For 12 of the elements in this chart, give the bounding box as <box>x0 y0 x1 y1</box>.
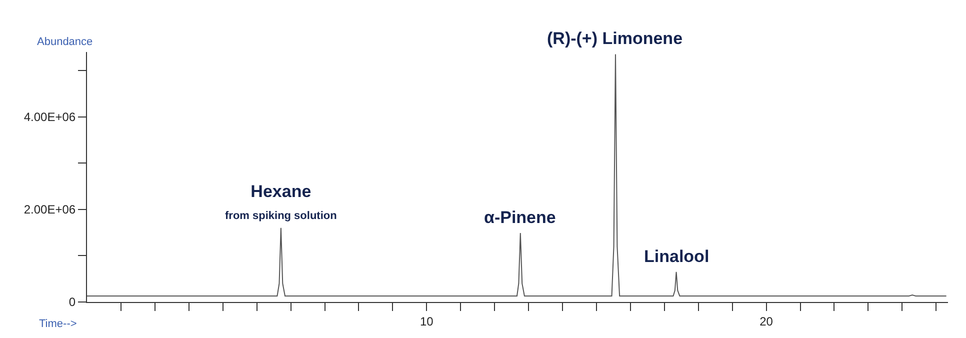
y-tick-label: 4.00E+06 <box>24 110 76 124</box>
annotation: Linalool <box>644 247 710 266</box>
x-tick-label: 20 <box>760 314 774 328</box>
x-axis-title: Time--> <box>39 318 77 330</box>
annotation: α-Pinene <box>484 208 556 227</box>
y-tick-label: 0 <box>68 295 76 310</box>
y-tick-label: 2.00E+06 <box>24 202 76 217</box>
y-axis-title: Abundance <box>37 36 93 48</box>
x-tick-label: 10 <box>420 314 434 328</box>
annotation: Hexane from spiking solution <box>225 182 338 222</box>
annotation: (R)-(+) Limonene <box>547 29 683 48</box>
line-series <box>87 54 947 296</box>
